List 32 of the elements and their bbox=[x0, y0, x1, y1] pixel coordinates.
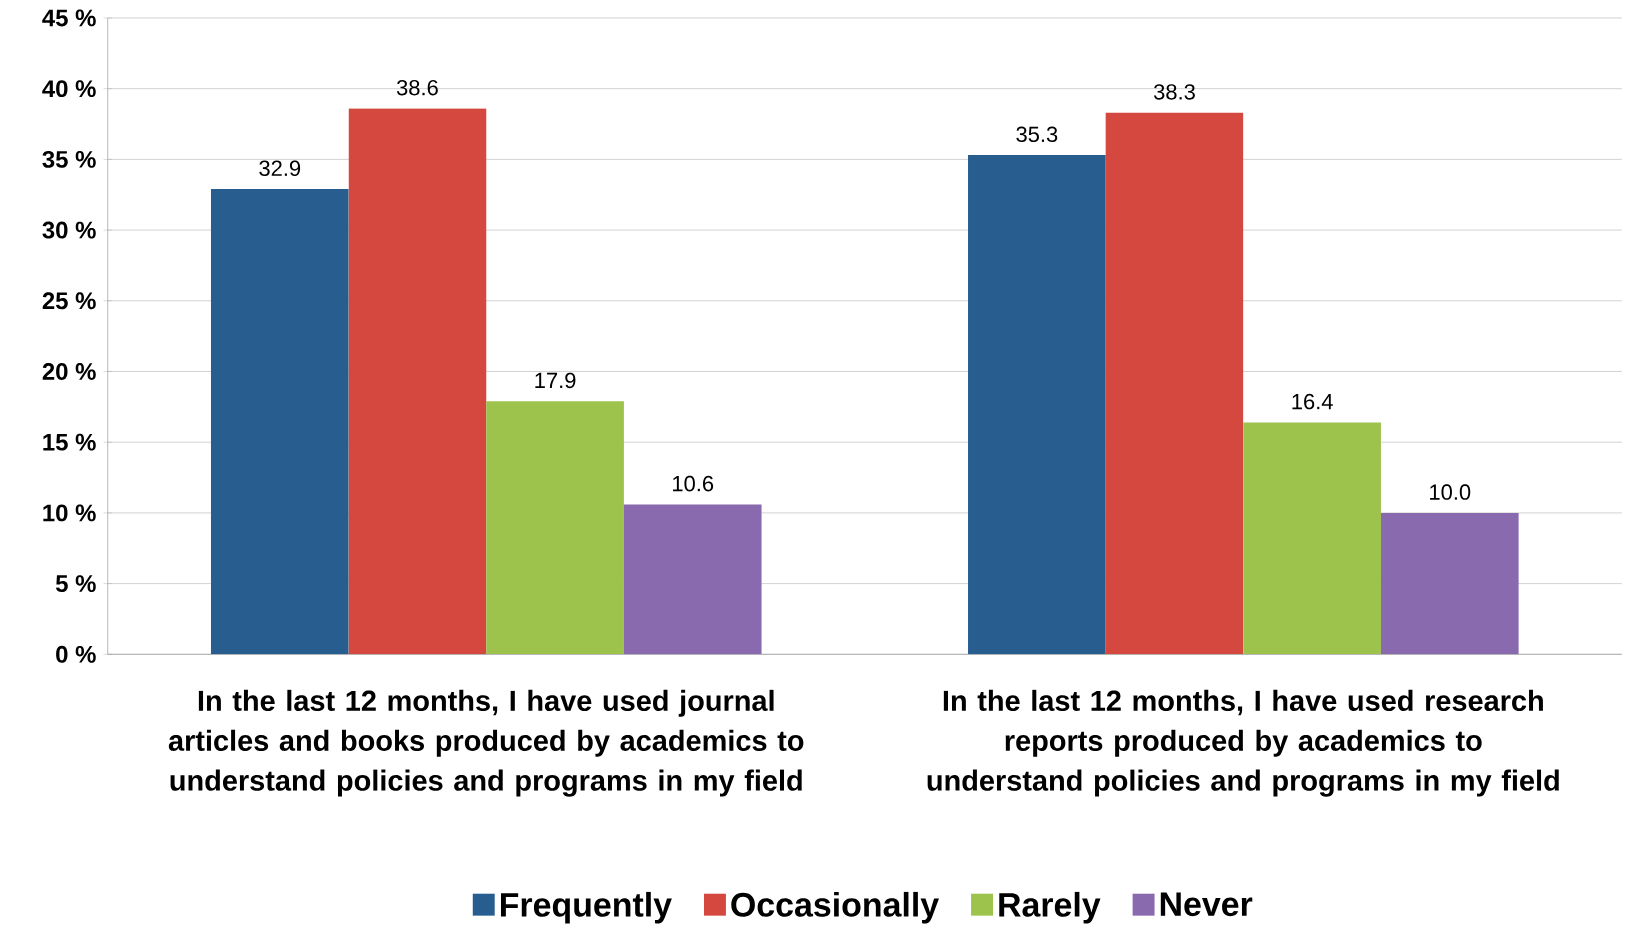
data-label: 32.9 bbox=[259, 160, 301, 177]
legend-label: Occasionally bbox=[731, 892, 939, 924]
y-tick-label: 40 % bbox=[42, 80, 96, 98]
bar bbox=[210, 189, 349, 655]
x-tick-label: In the last 12 months, I have used journal articles and books produced by academics to understand policies and programs in my field bbox=[168, 690, 804, 797]
y-tick-label: 30 % bbox=[42, 221, 96, 239]
bar bbox=[1243, 422, 1381, 655]
y-tick-label: 5 % bbox=[55, 575, 96, 593]
data-label: 10.0 bbox=[1430, 484, 1471, 501]
data-label: 38.6 bbox=[396, 80, 438, 96]
bar bbox=[968, 155, 1106, 655]
x-tick-label: In the last 12 months, I have used research reports produced by academics to understand policies and programs in my field bbox=[927, 690, 1559, 797]
y-tick-label: 20 % bbox=[42, 363, 96, 381]
bar bbox=[1105, 112, 1244, 655]
data-label: 17.9 bbox=[535, 372, 576, 389]
data-label: 38.3 bbox=[1153, 84, 1195, 100]
y-tick-label: 0 % bbox=[56, 646, 96, 663]
bar bbox=[348, 108, 487, 655]
bar bbox=[486, 401, 624, 655]
bar bbox=[1380, 513, 1519, 655]
data-label: 10.6 bbox=[673, 476, 714, 492]
legend-label: Never bbox=[1160, 892, 1253, 917]
legend-label: Rarely bbox=[999, 892, 1101, 924]
y-tick-label: 45 % bbox=[42, 9, 96, 27]
data-label: 35.3 bbox=[1016, 126, 1058, 143]
data-label: 16.4 bbox=[1292, 394, 1333, 410]
y-tick-label: 10 % bbox=[43, 504, 96, 522]
y-tick-label: 15 % bbox=[43, 433, 96, 451]
bar bbox=[623, 504, 762, 655]
y-tick-label: 25 % bbox=[42, 292, 96, 310]
legend-label: Frequently bbox=[500, 892, 672, 924]
y-tick-label: 35 % bbox=[42, 151, 96, 169]
